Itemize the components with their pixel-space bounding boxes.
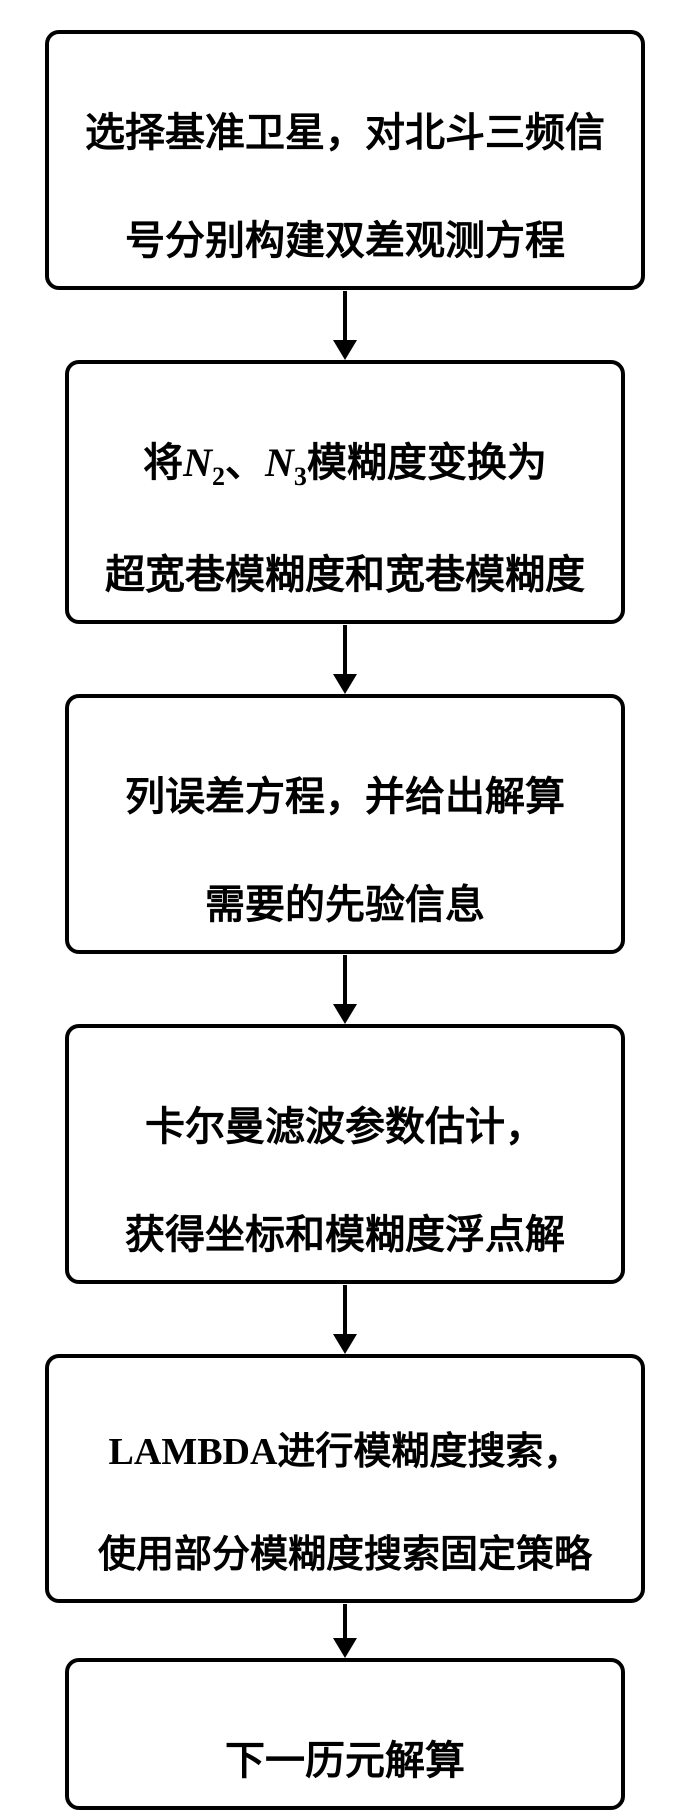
flow-node-5-text: LAMBDA进行模糊度搜索， 使用部分模糊度搜索固定策略 [98,1376,592,1581]
flow-node-4-text: 卡尔曼滤波参数估计， 获得坐标和模糊度浮点解 [125,1046,565,1262]
flow-node-2-text: 将N2、N3模糊度变换为 超宽巷模糊度和宽巷模糊度 [105,382,585,602]
flow-arrow-1 [45,290,645,360]
flow-node-3: 列误差方程，并给出解算 需要的先验信息 [65,694,625,954]
arrow-head-icon [333,674,357,694]
arrow-line [343,625,347,675]
flow-node-6: 下一历元解算 [65,1658,625,1810]
arrow-head-icon [333,1334,357,1354]
flow-node-1-text: 选择基准卫星，对北斗三频信 号分别构建双差观测方程 [85,52,605,268]
flow-arrow-4 [45,1284,645,1354]
arrow-line [343,955,347,1005]
arrow-head-icon [333,1638,357,1658]
flow-arrow-2 [45,624,645,694]
flow-arrow-5 [45,1603,645,1658]
flowchart-container: 选择基准卫星，对北斗三频信 号分别构建双差观测方程 将N2、N3模糊度变换为 超… [0,0,690,1421]
arrow-head-icon [333,340,357,360]
flow-node-6-text: 下一历元解算 [225,1680,465,1788]
arrow-line [343,1604,347,1639]
flow-node-1: 选择基准卫星，对北斗三频信 号分别构建双差观测方程 [45,30,645,290]
flow-node-3-text: 列误差方程，并给出解算 需要的先验信息 [125,716,565,932]
arrow-line [343,1285,347,1335]
flow-node-5: LAMBDA进行模糊度搜索， 使用部分模糊度搜索固定策略 [45,1354,645,1603]
arrow-line [343,291,347,341]
flow-arrow-3 [45,954,645,1024]
flow-node-4: 卡尔曼滤波参数估计， 获得坐标和模糊度浮点解 [65,1024,625,1284]
flow-node-2: 将N2、N3模糊度变换为 超宽巷模糊度和宽巷模糊度 [65,360,625,624]
arrow-head-icon [333,1004,357,1024]
